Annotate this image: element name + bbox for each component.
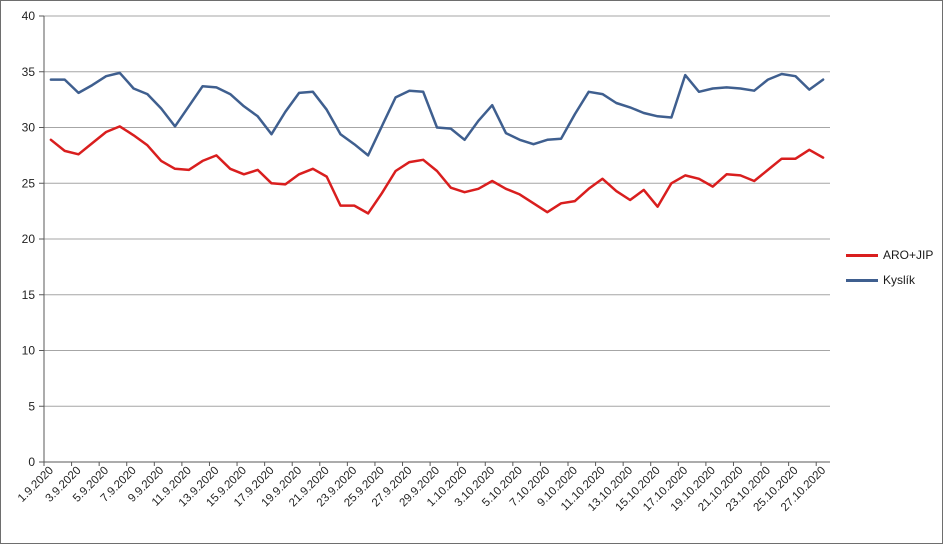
y-axis-label: 15	[22, 288, 36, 302]
legend-item-kyslik: Kyslík	[846, 273, 933, 287]
kyslik-line-swatch-icon	[846, 278, 878, 282]
legend-item-aro-jip: ARO+JIP	[846, 248, 933, 262]
y-axis-label: 25	[22, 176, 36, 190]
series-line-kysl-k	[49, 71, 825, 157]
y-axis-label: 40	[22, 9, 36, 23]
legend-label-kyslik: Kyslík	[883, 273, 916, 287]
y-axis-label: 10	[22, 344, 36, 358]
y-axis-label: 0	[28, 455, 35, 469]
y-axis-label: 30	[22, 121, 36, 135]
y-axis-label: 5	[28, 399, 35, 413]
y-axis-label: 20	[22, 232, 36, 246]
chart-legend: ARO+JIP Kyslík	[846, 248, 933, 287]
y-axis-label: 35	[22, 65, 36, 79]
series-line-aro-jip	[49, 125, 825, 215]
legend-label-aro-jip: ARO+JIP	[883, 248, 934, 262]
aro-jip-line-swatch-icon	[846, 253, 878, 257]
